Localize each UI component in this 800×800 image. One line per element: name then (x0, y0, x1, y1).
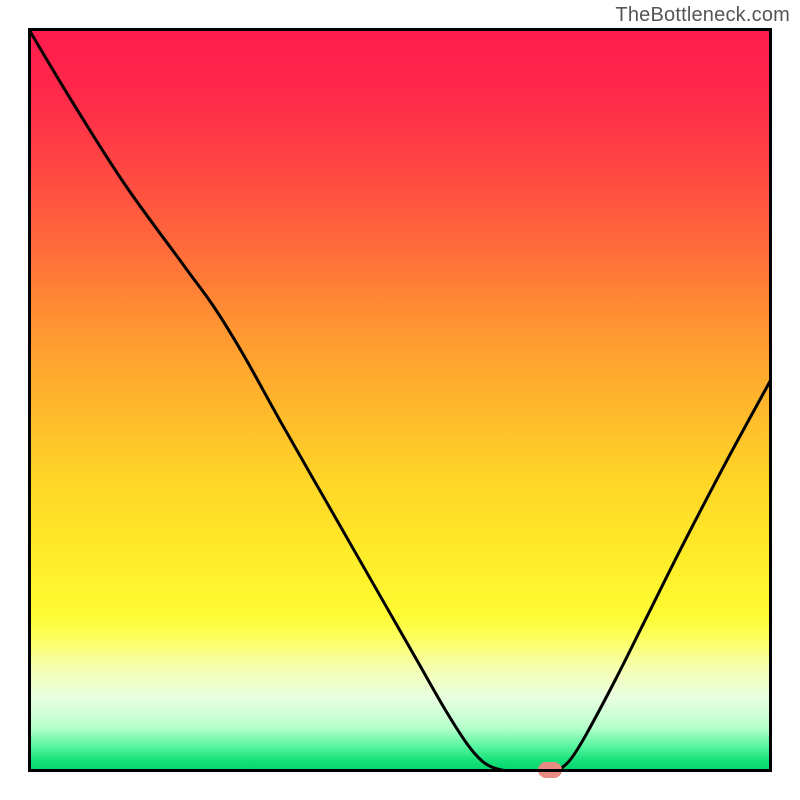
plot-area (28, 28, 772, 772)
watermark: TheBottleneck.com (615, 4, 790, 27)
chart-background-gradient (28, 28, 772, 772)
optimum-marker (538, 762, 562, 778)
